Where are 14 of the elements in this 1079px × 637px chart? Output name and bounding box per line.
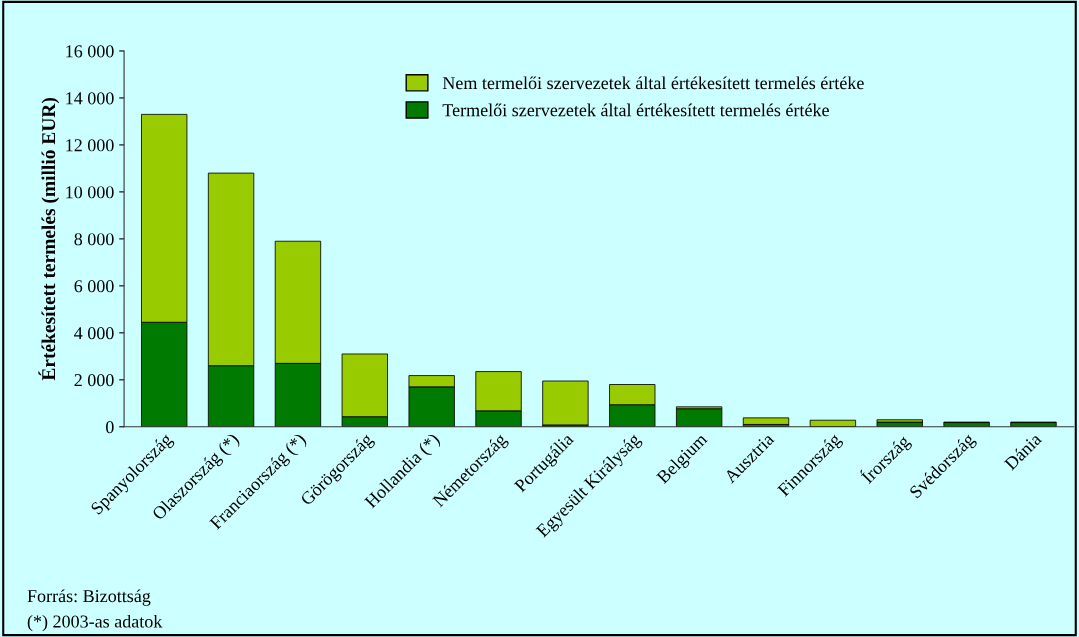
- y-tick-label: 6 000: [74, 280, 114, 293]
- y-tick-label: 8 000: [74, 233, 114, 246]
- y-tick-label: 14 000: [66, 92, 114, 105]
- y-axis-title: Értékesített termelés (millió EUR): [38, 98, 60, 381]
- text: Forrás: Bizottság: [27, 589, 151, 606]
- y-tick-label: 4 000: [74, 327, 114, 340]
- legend-label: Termelői szervezetek által értékesített termelés értéke: [442, 103, 829, 117]
- text: (*) 2003-as adatok: [27, 614, 163, 632]
- y-tick-label: 12 000: [66, 139, 114, 152]
- y-tick-label: 16 000: [66, 45, 114, 58]
- y-tick-label: 10 000: [66, 186, 114, 199]
- legend-label: Nem termelői szervezetek által értékesített termelés értéke: [442, 76, 864, 90]
- y-tick-label: 2 000: [74, 374, 114, 387]
- y-tick-label: 0: [106, 421, 114, 434]
